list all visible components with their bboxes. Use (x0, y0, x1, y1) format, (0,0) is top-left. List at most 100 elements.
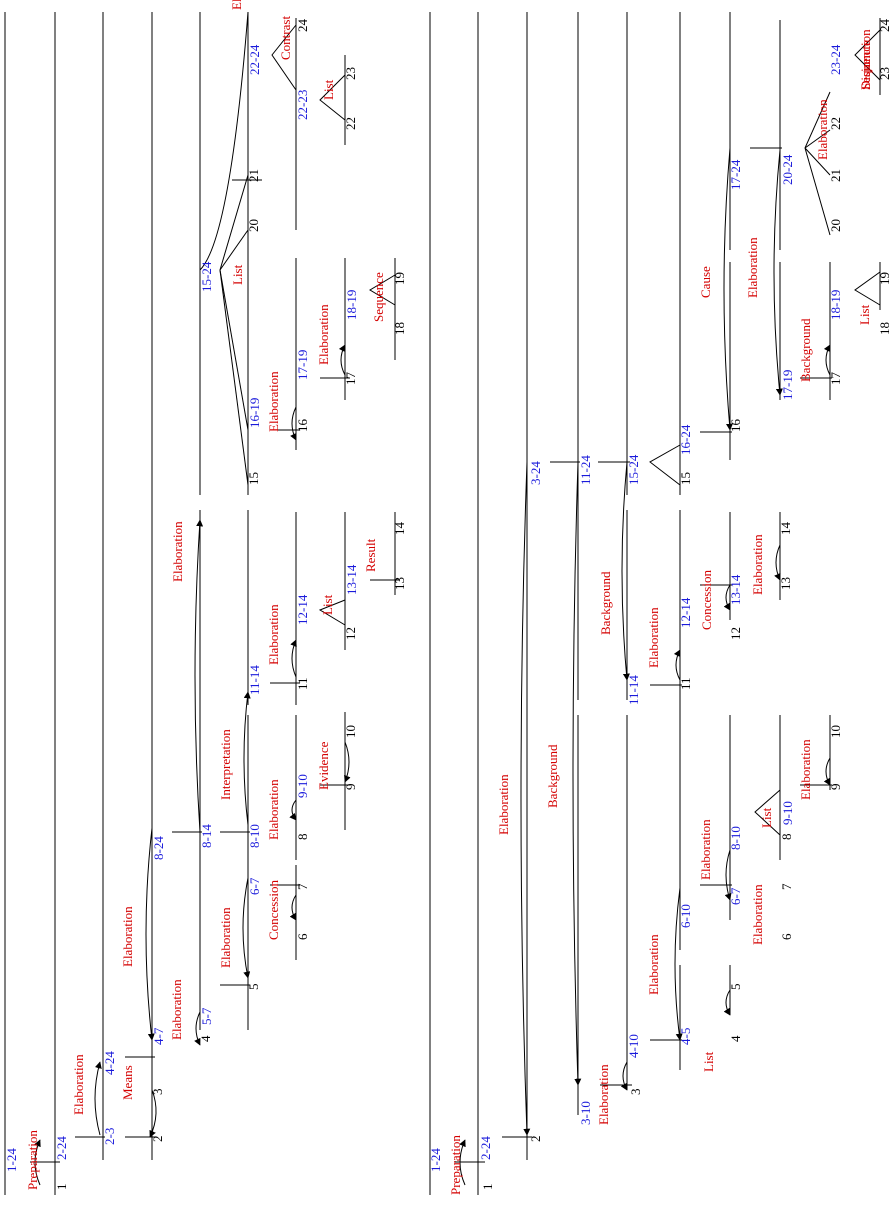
leaf-label: 24 (295, 19, 310, 33)
relation-arrow (94, 1061, 102, 1136)
relation-arrow (673, 649, 681, 681)
relation-arrow (289, 799, 297, 821)
leaf-label: 2 (528, 1136, 543, 1143)
span-label: 11-24 (578, 455, 593, 485)
relation-label: Elaboration (698, 819, 713, 880)
span-label: 6-7 (728, 887, 743, 905)
relation-label: Sequence (371, 272, 386, 322)
relation-label: Elaboration (169, 979, 184, 1040)
leaf-label: 21 (828, 169, 843, 182)
span-label: 18-19 (344, 290, 359, 320)
leaf-label: 8 (779, 834, 794, 841)
span-label: 17-19 (295, 350, 310, 380)
relation-arrow (572, 461, 582, 1086)
span-label: 2-3 (102, 1128, 117, 1145)
leaf-label: 8 (295, 834, 310, 841)
relation-label: Disjunction (858, 29, 873, 90)
relation-label: Result (363, 538, 378, 572)
leaf-label: 19 (392, 272, 407, 285)
leaf-label: 13 (392, 577, 407, 590)
leaf-label: 7 (295, 883, 310, 890)
leaf-label: 5 (728, 984, 743, 991)
relation-arrow (620, 1061, 628, 1091)
relation-arrow (520, 461, 531, 1136)
span-label: 15-24 (626, 454, 641, 485)
span-label: 8-14 (199, 824, 214, 848)
relation-arrow (621, 461, 630, 681)
span-label: 15-24 (199, 261, 214, 292)
span-label: 8-10 (728, 826, 743, 850)
span-label: 2-24 (54, 1136, 69, 1160)
relation-label: Contrast (278, 16, 293, 60)
span-label: 4-5 (678, 1028, 693, 1045)
leaf-label: 10 (343, 725, 358, 738)
relation-fan-line (804, 129, 831, 149)
span-label: 9-10 (780, 801, 795, 825)
relation-label: Preparation (448, 1135, 463, 1195)
relation-label: Background (598, 571, 613, 635)
span-label: 20-24 (780, 154, 795, 185)
leaf-label: 16 (728, 419, 743, 433)
leaf-label: 5 (246, 984, 261, 991)
relation-label: Elaboration (798, 739, 813, 800)
leaf-label: 6 (295, 933, 310, 940)
relation-fan-line (219, 229, 249, 271)
relation-fan-line (649, 444, 681, 486)
relation-label: Cause (698, 266, 713, 298)
leaf-label: 9 (343, 784, 358, 791)
relation-fan-line (754, 789, 781, 836)
relation-arrow (774, 544, 781, 581)
leaf-label: 22 (828, 117, 843, 130)
relation-arrow (823, 344, 831, 376)
leaf-label: 12 (343, 627, 358, 640)
relation-arrow (194, 1011, 201, 1046)
relation-label: Sequence (858, 40, 873, 90)
relation-fan-line (219, 269, 249, 486)
span-label: 22-23 (295, 90, 310, 120)
relation-label: Means (120, 1065, 135, 1100)
leaf-label: 9 (828, 784, 843, 791)
leaf-label: 11 (295, 677, 310, 690)
span-label: 13-14 (344, 564, 359, 595)
leaf-label: 15 (678, 472, 693, 485)
span-label: 23-24 (828, 44, 843, 75)
relation-fan-line (804, 91, 831, 149)
span-label: 2-24 (478, 1136, 493, 1160)
relation-label: Background (545, 744, 560, 808)
span-label: 16-24 (678, 424, 693, 455)
leaf-label: 19 (877, 272, 892, 285)
relation-label: Elaboration (218, 907, 233, 968)
relation-fan-line (854, 29, 881, 81)
leaf-label: 18 (877, 322, 892, 335)
span-label: 12-14 (295, 594, 310, 625)
relation-arrow (194, 519, 204, 833)
leaf-label: 23 (877, 67, 892, 80)
leaf-label: 4 (198, 1035, 213, 1042)
relation-label: Elaboration (266, 604, 281, 665)
relation-label: Elaboration (120, 906, 135, 967)
relation-fan-line (199, 11, 249, 271)
relation-label: Elaboration (316, 304, 331, 365)
relation-label: Interpretation (218, 729, 233, 800)
span-label: 11-14 (247, 665, 262, 695)
leaf-label: 1 (480, 1184, 495, 1191)
leaf-label: 20 (828, 219, 843, 232)
span-label: 9-10 (295, 774, 310, 798)
relation-label: Elaboration (266, 371, 281, 432)
leaf-label: 6 (779, 933, 794, 940)
relation-label: List (759, 807, 774, 828)
relation-label: List (320, 594, 335, 615)
span-label: 3-24 (528, 461, 543, 485)
relation-fan-line (854, 271, 881, 306)
leaf-label: 13 (778, 577, 793, 590)
span-label: 1-24 (4, 1148, 19, 1172)
leaf-label: 11 (678, 677, 693, 690)
span-label: 5-7 (199, 1007, 214, 1025)
relation-label: Elaboration (229, 0, 244, 10)
span-label: 18-19 (828, 290, 843, 320)
tree-labels: 1-24 2-24 2-3 4-24 4-7 8-24 5-7 8-14 6-7 8-10 15-2… (4, 0, 892, 1195)
leaf-label: 10 (828, 725, 843, 738)
leaf-label: 21 (246, 169, 261, 182)
relation-arrow (459, 1139, 466, 1186)
